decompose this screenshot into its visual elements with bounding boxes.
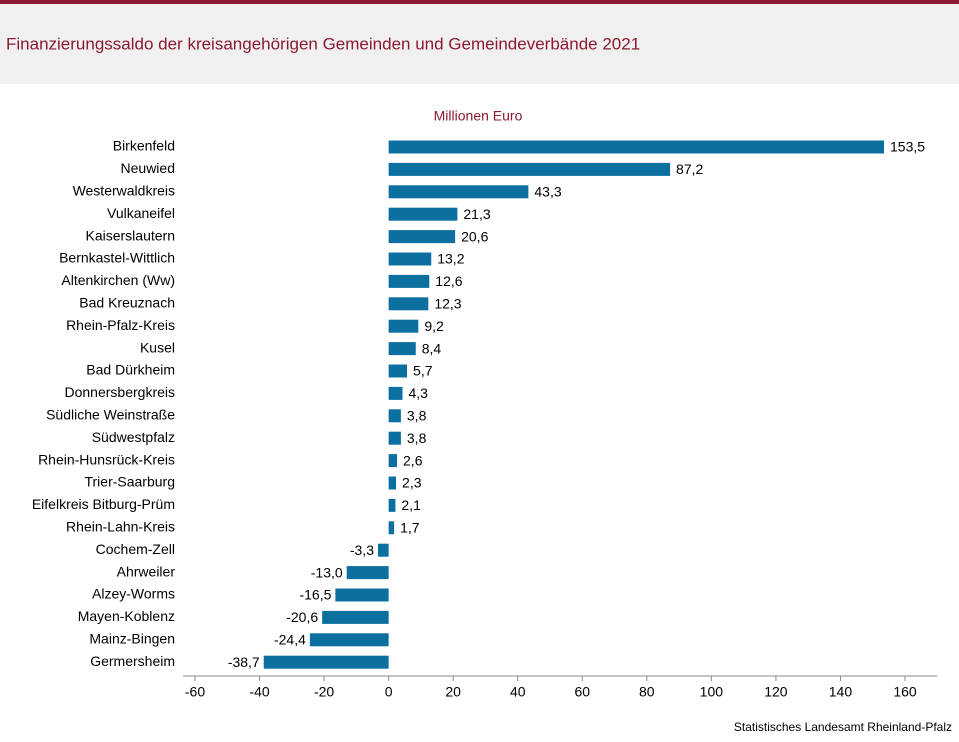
value-label: 9,2 (424, 318, 444, 334)
bar (388, 297, 429, 311)
bar (388, 274, 430, 288)
chart-title: Finanzierungssaldo der kreisangehörigen … (6, 34, 640, 53)
bar (388, 230, 456, 244)
bar (388, 431, 401, 445)
bar (388, 162, 671, 176)
bar (388, 521, 395, 535)
category-label: Cochem-Zell (96, 541, 175, 557)
source: Statistisches Landesamt Rheinland-Pfalz (734, 720, 952, 734)
x-tick-label: 160 (893, 684, 917, 700)
category-label: Neuwied (121, 160, 175, 176)
value-label: -20,6 (286, 609, 318, 625)
value-label: -16,5 (299, 587, 331, 603)
value-label: 4,3 (409, 385, 429, 401)
bar (388, 409, 401, 423)
value-label: 8,4 (422, 340, 442, 356)
x-tick-label: 0 (385, 684, 393, 700)
value-label: -24,4 (274, 632, 306, 648)
bar (388, 140, 885, 154)
category-label: Bad Dürkheim (86, 362, 175, 378)
category-label: Eifelkreis Bitburg-Prüm (32, 496, 175, 512)
x-tick-label: 140 (829, 684, 853, 700)
bar (388, 252, 432, 266)
x-tick-label: -20 (314, 684, 334, 700)
bar (377, 543, 389, 557)
category-label: Rhein-Hunsrück-Kreis (38, 451, 175, 467)
value-label: 2,3 (402, 475, 422, 491)
value-label: 5,7 (413, 363, 433, 379)
value-label: 2,6 (403, 452, 423, 468)
bar (388, 342, 416, 356)
x-tick-label: -60 (185, 684, 205, 700)
bar (335, 588, 389, 602)
x-tick-label: 80 (639, 684, 655, 700)
value-label: 3,8 (407, 408, 427, 424)
category-label: Rhein-Pfalz-Kreis (66, 317, 175, 333)
value-label: 87,2 (676, 161, 703, 177)
category-label: Alzey-Worms (92, 586, 175, 602)
x-tick-label: 100 (700, 684, 724, 700)
value-label: -38,7 (228, 654, 260, 670)
value-label: 1,7 (400, 520, 420, 536)
x-tick-label: -40 (249, 684, 269, 700)
x-tick-label: 60 (574, 684, 590, 700)
bar (388, 185, 529, 199)
category-label: Birkenfeld (113, 138, 175, 154)
bar (388, 476, 397, 490)
unit-label: Millionen Euro (434, 108, 523, 124)
bar (388, 364, 408, 378)
x-tick-label: 40 (510, 684, 526, 700)
category-label: Vulkaneifel (107, 205, 175, 221)
value-label: -3,3 (350, 542, 374, 558)
category-label: Trier-Saarburg (84, 474, 175, 490)
bar (388, 319, 419, 333)
category-label: Bernkastel-Wittlich (59, 250, 175, 266)
category-label: Bad Kreuznach (79, 295, 175, 311)
category-label: Südwestpfalz (92, 429, 175, 445)
category-label: Rhein-Lahn-Kreis (66, 519, 175, 535)
value-label: 21,3 (463, 206, 490, 222)
category-label: Mainz-Bingen (89, 631, 175, 647)
x-tick-label: 120 (764, 684, 788, 700)
category-label: Westerwaldkreis (73, 183, 175, 199)
value-label: 13,2 (437, 251, 464, 267)
category-label: Mayen-Koblenz (78, 608, 175, 624)
top-bar (0, 0, 959, 4)
x-tick-label: 20 (445, 684, 461, 700)
bar (263, 655, 389, 669)
value-label: -13,0 (311, 564, 343, 580)
value-label: 43,3 (534, 184, 561, 200)
bar (388, 498, 396, 512)
value-label: 2,1 (401, 497, 421, 513)
header-band (0, 4, 959, 84)
category-label: Germersheim (90, 653, 175, 669)
category-label: Südliche Weinstraße (46, 407, 175, 423)
value-label: 12,6 (435, 273, 462, 289)
value-label: 3,8 (407, 430, 427, 446)
value-label: 153,5 (890, 139, 925, 155)
value-label: 12,3 (434, 296, 461, 312)
bar (309, 633, 389, 647)
category-label: Kusel (140, 339, 175, 355)
category-label: Kaiserslautern (86, 227, 176, 243)
category-label: Ahrweiler (117, 563, 176, 579)
bar (388, 386, 403, 400)
bar (322, 610, 389, 624)
category-label: Donnersbergkreis (65, 384, 176, 400)
bar (388, 454, 398, 468)
bar (346, 566, 389, 580)
bar (388, 207, 458, 221)
category-label: Altenkirchen (Ww) (61, 272, 175, 288)
value-label: 20,6 (461, 228, 488, 244)
